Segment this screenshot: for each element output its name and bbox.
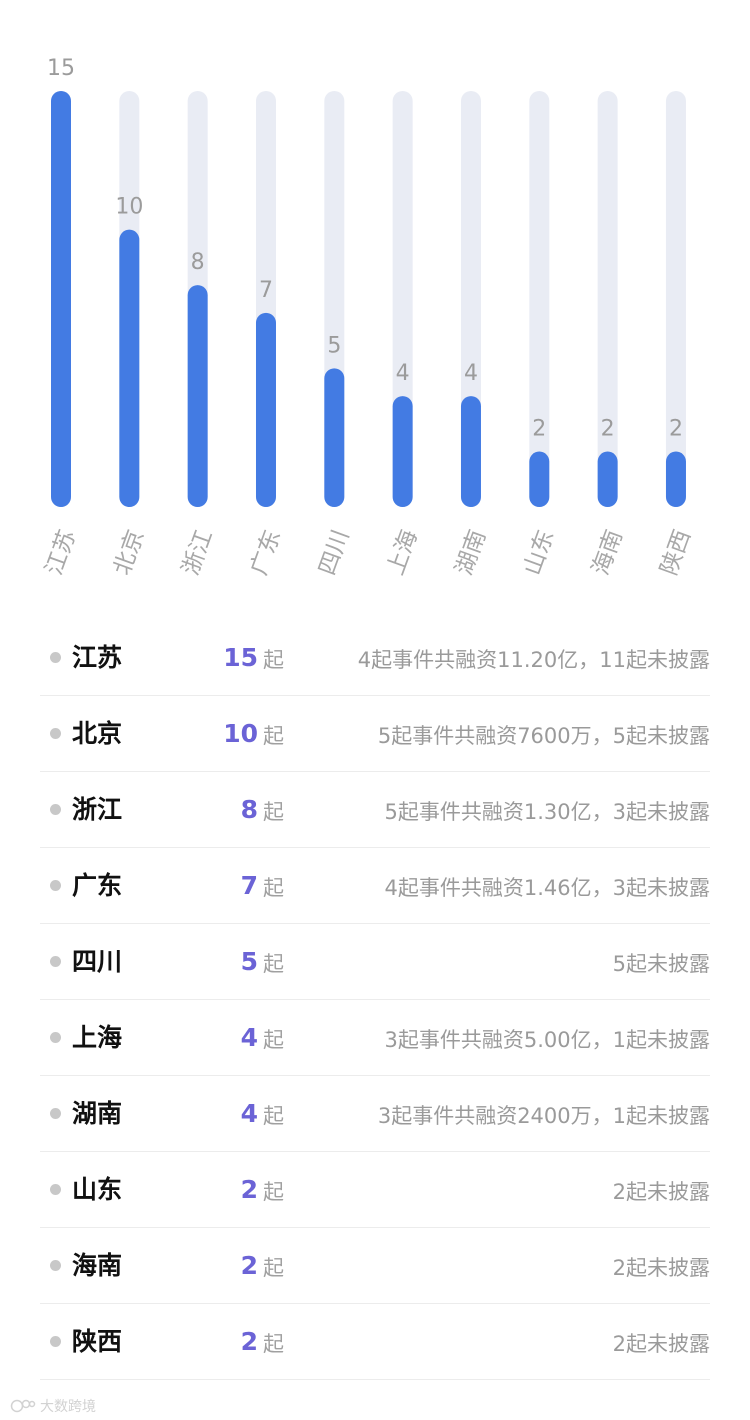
funding-description: 5起事件共融资1.30亿，3起未披露 [384,800,710,824]
bar-track [665,91,686,507]
bar-value-label: 10 [115,195,143,220]
bullet-dot [50,804,61,815]
bar[interactable] [392,396,413,507]
list-row: 广东 7 起 4起事件共融资1.46亿，3起未披露 [40,848,710,924]
count-unit: 起 [263,800,284,824]
funding-description: 2起未披露 [612,1256,710,1280]
bullet-dot [50,1336,61,1347]
region-name: 海南 [72,1251,123,1280]
bar[interactable] [324,368,345,507]
bullet-dot [50,956,61,967]
bar-value-label: 2 [601,417,615,442]
list-row: 湖南 4 起 3起事件共融资2400万，1起未披露 [40,1076,710,1152]
bar[interactable] [119,229,140,507]
bar-value-label: 4 [464,361,478,386]
region-name: 陕西 [72,1327,123,1356]
region-name: 四川 [72,947,123,976]
bullet-dot [50,880,61,891]
bullet-dot [50,652,61,663]
bullet-dot [50,1108,61,1119]
event-count: 10 [223,719,258,748]
event-count: 2 [240,1175,258,1204]
list-row: 山东 2 起 2起未披露 [40,1152,710,1228]
bar-value-label: 5 [327,333,341,358]
category-label: 广东 [246,527,286,579]
funding-description: 4起事件共融资1.46亿，3起未披露 [384,876,710,900]
funding-description: 2起未披露 [612,1180,710,1204]
region-list: 江苏 15 起 4起事件共融资11.20亿，11起未披露 北京 10 起 5起事件共融资760… [40,620,710,1380]
list-row: 浙江 8 起 5起事件共融资1.30亿，3起未披露 [40,772,710,848]
bar[interactable] [460,396,481,507]
category-label: 江苏 [41,527,81,579]
event-count: 2 [240,1251,258,1280]
region-name: 上海 [72,1023,123,1052]
event-count: 5 [240,947,258,976]
category-label: 浙江 [178,527,218,579]
funding-description: 3起事件共融资2400万，1起未披露 [377,1104,710,1128]
bar-value-label: 7 [259,278,273,303]
bar[interactable] [255,312,276,507]
count-unit: 起 [263,1028,284,1052]
category-label: 陕西 [656,527,696,579]
list-row: 陕西 2 起 2起未披露 [40,1304,710,1380]
bar-chart: 15 江苏 10 北京 8 浙江 7 广东 5 四川 4 上海 4 湖南 2 山东 2 海南 2 陕西 [0,0,750,600]
category-label: 海南 [588,527,628,579]
category-label: 湖南 [451,527,491,579]
watermark-text: 大数跨境 [40,1399,96,1415]
bar-value-label: 2 [532,417,546,442]
region-name: 山东 [72,1175,123,1204]
list-row: 北京 10 起 5起事件共融资7600万，5起未披露 [40,696,710,772]
bullet-dot [50,1032,61,1043]
watermark: 大数跨境 [10,1396,96,1416]
bar-chart-svg: 15 江苏 10 北京 8 浙江 7 广东 5 四川 4 上海 4 湖南 2 山东 2 海南 2 陕西 [41,56,696,579]
bar-track [597,91,618,507]
bar[interactable] [51,91,71,507]
funding-description: 5起事件共融资7600万，5起未披露 [377,724,710,748]
region-name: 浙江 [72,795,123,824]
bar[interactable] [187,285,208,507]
category-label: 北京 [109,527,149,579]
region-name: 江苏 [72,643,123,672]
logo-icon [10,1399,36,1413]
event-count: 8 [240,795,258,824]
funding-description: 3起事件共融资5.00亿，1起未披露 [384,1028,710,1052]
count-unit: 起 [263,1180,284,1204]
category-label: 山东 [519,527,559,579]
funding-description: 4起事件共融资11.20亿，11起未披露 [357,648,710,672]
funding-description: 2起未披露 [612,1332,710,1356]
count-unit: 起 [263,1332,284,1356]
count-unit: 起 [263,1256,284,1280]
bar-track [529,91,550,507]
list-row: 海南 2 起 2起未披露 [40,1228,710,1304]
count-unit: 起 [263,876,284,900]
event-count: 4 [240,1023,258,1052]
bar[interactable] [665,451,686,507]
list-row: 江苏 15 起 4起事件共融资11.20亿，11起未披露 [40,620,710,696]
count-unit: 起 [263,1104,284,1128]
list-row: 上海 4 起 3起事件共融资5.00亿，1起未披露 [40,1000,710,1076]
region-name: 湖南 [72,1099,123,1128]
bar-value-label: 15 [47,56,75,81]
bar-value-label: 2 [669,417,683,442]
count-unit: 起 [263,724,284,748]
bar[interactable] [529,451,550,507]
bar[interactable] [597,451,618,507]
event-count: 4 [240,1099,258,1128]
bar-value-label: 4 [396,361,410,386]
count-unit: 起 [263,952,284,976]
bullet-dot [50,728,61,739]
category-label: 四川 [314,527,354,579]
region-name: 广东 [72,871,123,900]
event-count: 7 [240,871,258,900]
count-unit: 起 [263,648,284,672]
event-count: 2 [240,1327,258,1356]
region-name: 北京 [72,719,123,748]
bullet-dot [50,1184,61,1195]
category-label: 上海 [383,527,423,579]
event-count: 15 [223,643,258,672]
bar-value-label: 8 [191,250,205,275]
funding-description: 5起未披露 [612,952,710,976]
list-row: 四川 5 起 5起未披露 [40,924,710,1000]
bullet-dot [50,1260,61,1271]
